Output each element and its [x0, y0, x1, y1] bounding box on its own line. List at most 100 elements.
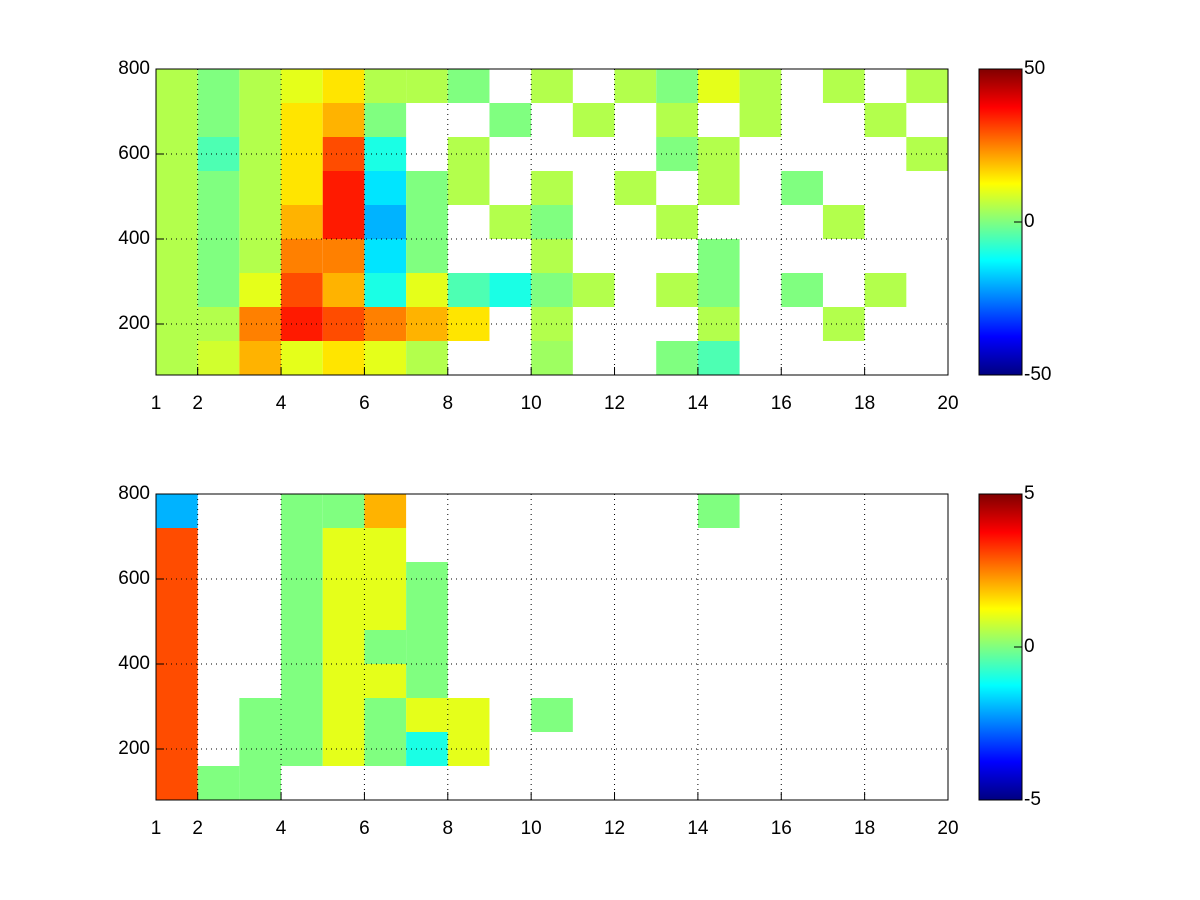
heat-cell	[697, 137, 740, 171]
heat-cell	[656, 137, 698, 171]
heat-cell	[406, 630, 448, 664]
heat-cell	[572, 103, 615, 137]
heat-cell	[364, 562, 407, 596]
x-tick-label: 14	[687, 818, 709, 839]
heat-cell	[447, 273, 490, 307]
heat-cell	[406, 239, 448, 273]
heat-cell	[406, 698, 448, 732]
heat-cell	[239, 341, 282, 375]
heat-cell	[322, 494, 365, 528]
heat-cell	[364, 103, 407, 137]
heat-cell	[197, 137, 240, 171]
heat-cell	[406, 273, 448, 307]
heat-cell	[364, 341, 407, 375]
heat-cell	[156, 664, 198, 698]
heat-cell	[281, 528, 323, 562]
heat-cell	[239, 239, 282, 273]
x-tick-label: 6	[359, 818, 370, 839]
heat-cell	[531, 69, 573, 103]
heat-cell	[322, 171, 365, 205]
heat-cell	[697, 341, 740, 375]
heat-cell	[447, 732, 490, 766]
heat-cell	[281, 698, 323, 732]
heat-cell	[239, 698, 282, 732]
heat-cell	[822, 205, 865, 239]
heat-cell	[156, 596, 198, 630]
colorbar-tick-label: -50	[1024, 364, 1051, 385]
heat-cell	[364, 494, 407, 528]
axes-box	[155, 68, 949, 376]
y-tick-label: 400	[118, 228, 150, 249]
y-tick-label: 800	[118, 58, 150, 79]
heat-cell	[864, 103, 907, 137]
heat-cell	[406, 664, 448, 698]
x-tick-label: 16	[771, 818, 792, 839]
y-tick-label: 600	[118, 568, 150, 589]
heat-cell	[489, 103, 532, 137]
axes-box	[155, 493, 949, 801]
y-tick-label: 400	[118, 653, 150, 674]
heat-cell	[697, 494, 740, 528]
heat-cell	[281, 596, 323, 630]
heat-cell	[697, 273, 740, 307]
x-tick-label: 18	[854, 818, 875, 839]
heat-cell	[364, 664, 407, 698]
x-tick-label: 20	[937, 393, 958, 414]
heat-cell	[614, 69, 657, 103]
heat-cell	[739, 69, 782, 103]
heat-cell	[364, 171, 407, 205]
heat-cell	[531, 273, 573, 307]
colorbar-tick-label: 50	[1024, 58, 1045, 79]
heat-cell	[281, 273, 323, 307]
heat-cell	[656, 341, 698, 375]
heat-cell	[197, 307, 240, 341]
y-tick-label: 200	[118, 313, 150, 334]
heat-cell	[531, 341, 573, 375]
heat-cell	[156, 494, 198, 528]
x-tick-label: 14	[687, 393, 709, 414]
heat-cell	[656, 205, 698, 239]
x-tick-label: 4	[276, 393, 287, 414]
heat-cell	[239, 137, 282, 171]
heat-cell	[364, 69, 407, 103]
heat-cell	[197, 341, 240, 375]
x-tick-label: 8	[443, 818, 454, 839]
heat-cell	[197, 69, 240, 103]
heat-cell	[364, 273, 407, 307]
heat-cell	[239, 69, 282, 103]
x-tick-label: 16	[771, 393, 792, 414]
heat-cell	[739, 103, 782, 137]
heat-cell	[364, 205, 407, 239]
heat-cell	[489, 205, 532, 239]
heat-cell	[697, 307, 740, 341]
heat-cell	[322, 596, 365, 630]
heat-cell	[322, 341, 365, 375]
heat-cell	[322, 562, 365, 596]
heat-cell	[281, 69, 323, 103]
heat-cell	[406, 596, 448, 630]
heat-cell	[156, 69, 198, 103]
heat-cell	[822, 69, 865, 103]
heat-cell	[156, 103, 198, 137]
heat-cell	[322, 307, 365, 341]
heat-cell	[364, 528, 407, 562]
x-tick-label: 2	[192, 818, 203, 839]
x-tick-label: 20	[937, 818, 958, 839]
heat-cell	[864, 273, 907, 307]
colorbar-tick-label: 0	[1024, 211, 1035, 232]
heat-cell	[614, 171, 657, 205]
y-tick-label: 800	[118, 483, 150, 504]
heat-cell	[822, 307, 865, 341]
heat-cell	[197, 103, 240, 137]
heat-cell	[156, 528, 198, 562]
heat-cell	[531, 205, 573, 239]
heat-cell	[322, 205, 365, 239]
heat-cell	[364, 307, 407, 341]
x-tick-label: 18	[854, 393, 875, 414]
heat-cell	[572, 273, 615, 307]
heat-cell	[406, 341, 448, 375]
heat-cell	[447, 69, 490, 103]
heat-cell	[697, 69, 740, 103]
heat-cell	[197, 239, 240, 273]
heat-cell	[697, 239, 740, 273]
